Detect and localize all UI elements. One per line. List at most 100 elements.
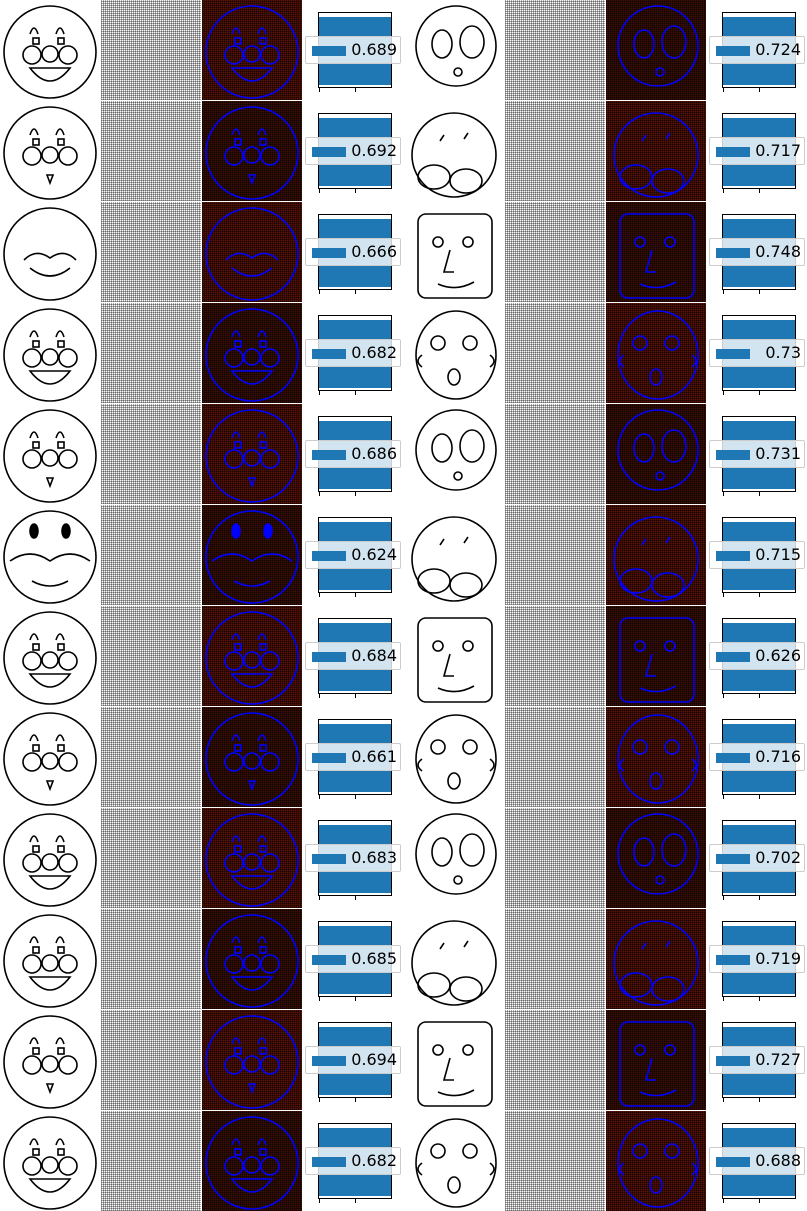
axis-tick — [319, 593, 320, 597]
candidate-sketch — [404, 707, 504, 807]
result-row: 0.685 0.719 — [0, 909, 807, 1009]
left-score-chart: 0.683 — [303, 808, 403, 908]
axis-tick — [723, 1199, 724, 1203]
axis-tick — [723, 1098, 724, 1102]
reference-noise — [101, 707, 201, 807]
score-legend: 0.683 — [305, 844, 401, 872]
result-row: 0.683 0.702 — [0, 808, 807, 908]
score-value: 0.686 — [351, 444, 397, 463]
legend-swatch — [312, 349, 346, 359]
candidate-noise — [505, 808, 605, 908]
axis-tick — [355, 492, 356, 496]
reference-sketch — [0, 202, 100, 302]
score-legend: 0.731 — [709, 440, 805, 468]
left-score-chart: 0.689 — [303, 0, 403, 100]
legend-swatch — [312, 955, 346, 965]
score-value: 0.692 — [351, 141, 397, 160]
score-legend: 0.702 — [709, 844, 805, 872]
candidate-noise — [505, 202, 605, 302]
reference-noise — [101, 404, 201, 504]
score-value: 0.73 — [765, 343, 801, 362]
reference-heatmap — [202, 808, 302, 908]
reference-heatmap — [202, 0, 302, 100]
axis-tick — [759, 896, 760, 900]
left-score-chart: 0.694 — [303, 1010, 403, 1110]
reference-heatmap — [202, 606, 302, 706]
score-value: 0.727 — [755, 1050, 801, 1069]
candidate-noise — [505, 707, 605, 807]
score-legend: 0.682 — [305, 339, 401, 367]
reference-noise — [101, 909, 201, 1009]
legend-swatch — [716, 1056, 750, 1066]
score-legend: 0.715 — [709, 541, 805, 569]
right-score-chart: 0.724 — [707, 0, 807, 100]
candidate-sketch — [404, 202, 504, 302]
score-legend: 0.686 — [305, 440, 401, 468]
candidate-sketch — [404, 606, 504, 706]
axis-tick — [723, 88, 724, 92]
reference-heatmap — [202, 101, 302, 201]
candidate-heatmap — [606, 606, 706, 706]
score-legend: 0.716 — [709, 743, 805, 771]
axis-tick — [759, 189, 760, 193]
score-legend: 0.694 — [305, 1046, 401, 1074]
candidate-heatmap — [606, 808, 706, 908]
score-value: 0.626 — [755, 646, 801, 665]
score-value: 0.719 — [755, 949, 801, 968]
axis-tick — [355, 795, 356, 799]
result-row: 0.692 0.717 — [0, 101, 807, 201]
score-legend: 0.626 — [709, 642, 805, 670]
axis-tick — [319, 997, 320, 1001]
legend-swatch — [312, 46, 346, 56]
candidate-heatmap — [606, 505, 706, 605]
axis-tick — [759, 997, 760, 1001]
left-score-chart: 0.682 — [303, 1111, 403, 1211]
reference-sketch — [0, 606, 100, 706]
axis-tick — [759, 88, 760, 92]
axis-tick — [319, 189, 320, 193]
reference-noise — [101, 303, 201, 403]
score-value: 0.689 — [351, 40, 397, 59]
left-score-chart: 0.666 — [303, 202, 403, 302]
score-value: 0.682 — [351, 1151, 397, 1170]
right-score-chart: 0.748 — [707, 202, 807, 302]
axis-tick — [355, 694, 356, 698]
reference-heatmap — [202, 707, 302, 807]
axis-tick — [355, 189, 356, 193]
axis-tick — [355, 391, 356, 395]
legend-swatch — [716, 753, 750, 763]
right-score-chart: 0.719 — [707, 909, 807, 1009]
result-row: 0.666 0.748 — [0, 202, 807, 302]
score-legend: 0.724 — [709, 36, 805, 64]
candidate-noise — [505, 505, 605, 605]
axis-tick — [355, 1098, 356, 1102]
score-value: 0.661 — [351, 747, 397, 766]
reference-sketch — [0, 707, 100, 807]
score-value: 0.684 — [351, 646, 397, 665]
right-score-chart: 0.727 — [707, 1010, 807, 1110]
score-value: 0.624 — [351, 545, 397, 564]
reference-sketch — [0, 1010, 100, 1110]
legend-swatch — [716, 854, 750, 864]
candidate-heatmap — [606, 1010, 706, 1110]
reference-sketch — [0, 303, 100, 403]
reference-noise — [101, 808, 201, 908]
result-row: 0.686 0.731 — [0, 404, 807, 504]
reference-noise — [101, 606, 201, 706]
axis-tick — [759, 694, 760, 698]
axis-tick — [355, 88, 356, 92]
score-value: 0.666 — [351, 242, 397, 261]
reference-sketch — [0, 101, 100, 201]
legend-swatch — [312, 147, 346, 157]
reference-noise — [101, 202, 201, 302]
score-legend: 0.684 — [305, 642, 401, 670]
left-score-chart: 0.686 — [303, 404, 403, 504]
candidate-heatmap — [606, 1111, 706, 1211]
result-row: 0.689 0.724 — [0, 0, 807, 100]
reference-noise — [101, 101, 201, 201]
axis-tick — [759, 795, 760, 799]
axis-tick — [759, 492, 760, 496]
axis-tick — [355, 997, 356, 1001]
score-legend: 0.692 — [305, 137, 401, 165]
